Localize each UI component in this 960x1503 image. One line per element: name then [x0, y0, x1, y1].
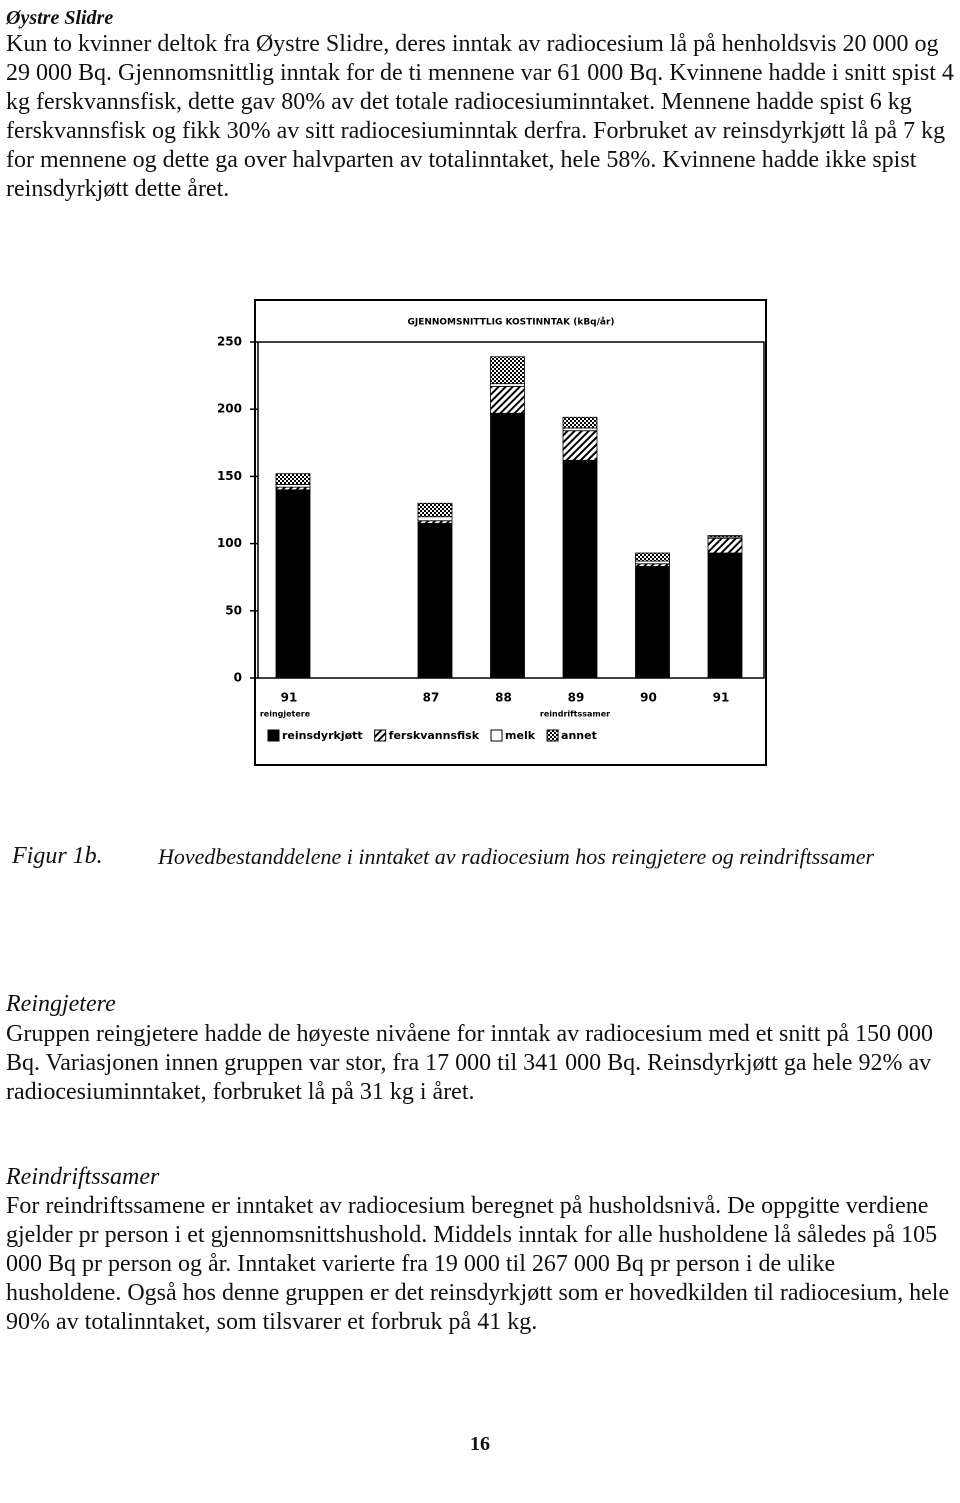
- caption-label: Figur 1b.: [12, 843, 103, 869]
- paragraph: Kun to kvinner deltok fra Øystre Slidre,…: [6, 31, 954, 202]
- bar-segment: [275, 484, 311, 488]
- x-tick-label: 91: [713, 691, 730, 705]
- legend-label: melk: [505, 729, 536, 742]
- bar-segment: [707, 552, 743, 679]
- section-title: Reindriftssamer: [6, 1164, 160, 1190]
- x-tick-label: 89: [568, 691, 585, 705]
- bar-segment: [707, 535, 743, 538]
- bar-segment: [562, 430, 598, 461]
- bar-segment: [635, 566, 670, 679]
- legend-swatch: [546, 729, 559, 742]
- group-label: reindriftssamer: [540, 710, 610, 719]
- paragraph: For reindriftssamene er inntaket av radi…: [6, 1193, 950, 1335]
- legend-label: ferskvannsfisk: [389, 729, 480, 742]
- bar-segment: [562, 459, 598, 679]
- section-title: Reingjetere: [6, 991, 116, 1017]
- chart-frame: [254, 299, 767, 766]
- chart: GJENNOMSNITTLIG KOSTINNTAK (kBq/år) 0 50 1…: [217, 299, 767, 766]
- page-number: 16: [470, 1433, 490, 1455]
- y-tick-label: 150: [217, 469, 242, 483]
- bar-segment: [562, 416, 598, 429]
- y-tick-label: 200: [217, 402, 242, 416]
- y-tick-label: 50: [225, 603, 242, 617]
- bar-segment: [417, 520, 453, 524]
- bar-segment: [490, 385, 525, 414]
- bar-segment: [417, 516, 453, 522]
- bar-segment: [275, 473, 311, 485]
- y-tick-label: 100: [217, 536, 242, 550]
- bar-segment: [417, 523, 453, 679]
- group-label: reingjetere: [260, 710, 311, 719]
- bar-segment: [417, 502, 453, 518]
- bar-segment: [562, 427, 598, 432]
- bar-segment: [707, 537, 743, 554]
- x-tick-label: 90: [640, 691, 657, 705]
- legend-swatch: [267, 729, 280, 742]
- x-tick-label: 91: [281, 691, 298, 705]
- legend-swatch: [490, 729, 503, 742]
- bar-segment: [275, 489, 311, 679]
- bar-segment: [490, 356, 525, 385]
- bar-segment: [635, 560, 670, 565]
- y-tick-label: 250: [217, 335, 242, 349]
- x-tick-label: 88: [495, 691, 512, 705]
- caption-text: Hovedbestanddelene i inntaket av radioce…: [158, 844, 875, 869]
- bar-segment: [635, 563, 670, 567]
- legend-label: annet: [561, 729, 597, 742]
- chart-title: GJENNOMSNITTLIG KOSTINNTAK (kBq/år): [407, 317, 614, 328]
- bar-segment: [490, 383, 525, 387]
- bar-segment: [275, 486, 311, 491]
- legend-swatch: [374, 729, 387, 742]
- x-tick-label: 87: [423, 691, 440, 705]
- bar-segment: [635, 552, 670, 562]
- legend-label: reinsdyrkjøtt: [282, 729, 363, 742]
- bar-segment: [490, 412, 525, 679]
- heading: Øystre Slidre: [6, 7, 114, 29]
- paragraph: Gruppen reingjetere hadde de høyeste niv…: [6, 1021, 934, 1105]
- y-tick-label: 0: [234, 671, 242, 685]
